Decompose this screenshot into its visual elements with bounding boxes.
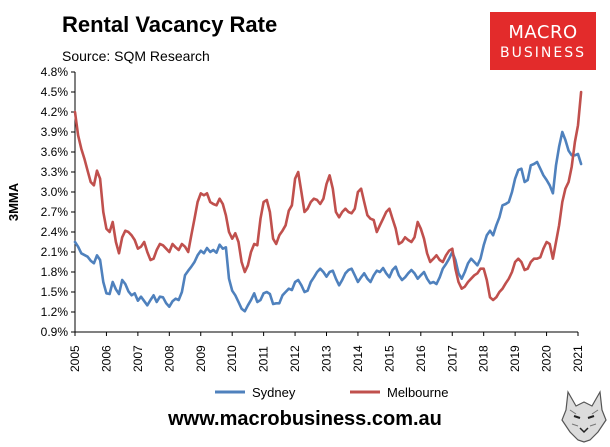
y-tick-label: 2.7% (41, 205, 69, 219)
y-tick-label: 4.5% (41, 85, 69, 99)
x-tick-label: 2013 (320, 345, 334, 372)
x-tick-label: 2006 (99, 345, 113, 372)
chart-title: Rental Vacancy Rate (62, 12, 278, 37)
x-tick-label: 2007 (131, 345, 145, 372)
x-tick-label: 2015 (382, 345, 396, 372)
x-tick-label: 2017 (445, 345, 459, 372)
x-tick-label: 2009 (194, 345, 208, 372)
x-tick-label: 2012 (288, 345, 302, 372)
y-tick-label: 4.2% (41, 105, 69, 119)
x-tick-label: 2005 (68, 345, 82, 372)
chart-subtitle: Source: SQM Research (62, 48, 210, 64)
y-axis-label: 3MMA (6, 182, 21, 221)
y-tick-label: 1.5% (41, 285, 69, 299)
x-tick-label: 2014 (351, 345, 365, 372)
series-line-melbourne (73, 90, 583, 302)
y-tick-label: 4.8% (41, 65, 69, 79)
y-tick-label: 3.6% (41, 145, 69, 159)
website-url: www.macrobusiness.com.au (168, 408, 442, 430)
series-line-sydney (73, 130, 583, 313)
x-tick-label: 2019 (508, 345, 522, 372)
y-tick-label: 2.1% (41, 245, 69, 259)
x-tick-label: 2008 (162, 345, 176, 372)
x-tick-label: 2018 (477, 345, 491, 372)
wolf-mascot-icon (561, 390, 607, 443)
legend-label-sydney: Sydney (252, 385, 296, 400)
y-tick-label: 0.9% (41, 325, 69, 339)
y-tick-label: 2.4% (41, 225, 69, 239)
x-tick-label: 2020 (540, 345, 554, 372)
x-tick-label: 2021 (571, 345, 585, 372)
y-tick-label: 3.0% (41, 185, 69, 199)
x-tick-label: 2010 (225, 345, 239, 372)
x-tick-label: 2011 (257, 346, 271, 372)
y-tick-label: 3.3% (41, 165, 69, 179)
brand-logo-line2: BUSINESS (500, 45, 586, 61)
brand-logo: MACRO BUSINESS (490, 12, 596, 70)
legend-label-melbourne: Melbourne (387, 385, 448, 400)
y-tick-label: 1.2% (41, 305, 69, 319)
y-tick-label: 1.8% (41, 265, 69, 279)
y-tick-label: 3.9% (41, 125, 69, 139)
x-tick-label: 2016 (414, 345, 428, 372)
brand-logo-line1: MACRO (508, 22, 578, 43)
